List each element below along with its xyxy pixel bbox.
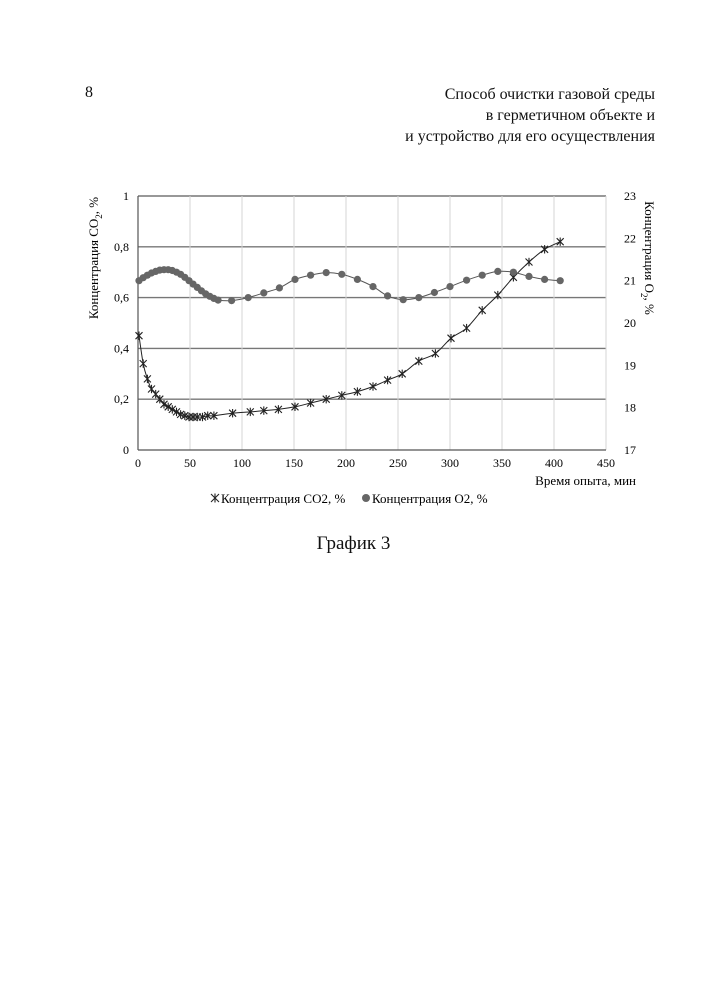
co2-data-point xyxy=(399,370,406,378)
o2-data-point xyxy=(400,296,407,303)
o2-data-point xyxy=(446,283,453,290)
y-left-tick-label: 0,6 xyxy=(114,291,129,305)
o2-data-point xyxy=(494,268,501,275)
co2-data-point xyxy=(354,387,361,395)
co2-data-point xyxy=(479,306,486,314)
co2-data-point xyxy=(494,291,501,299)
y-left-tick-label: 0,8 xyxy=(114,240,129,254)
x-tick-label: 0 xyxy=(135,456,141,470)
co2-data-point xyxy=(463,324,470,332)
o2-data-point xyxy=(276,284,283,291)
y-axis-right-label: Концентрация O2, % xyxy=(639,201,657,315)
o2-data-point xyxy=(557,277,564,284)
o2-data-point xyxy=(479,272,486,279)
x-tick-label: 450 xyxy=(597,456,615,470)
o2-data-point xyxy=(260,289,267,296)
chart-tick-labels: 0 0,2 0,4 0,6 0,8 1 17 18 19 20 21 22 23 0 50 100 150 200… xyxy=(114,189,636,470)
x-tick-label: 400 xyxy=(545,456,563,470)
o2-data-point xyxy=(369,283,376,290)
co2-data-point xyxy=(136,332,143,340)
y-right-tick-label: 22 xyxy=(624,231,636,245)
o2-data-point xyxy=(307,272,314,279)
o2-data-point xyxy=(415,294,422,301)
co2-data-point xyxy=(541,245,548,253)
co2-data-point xyxy=(415,357,422,365)
co2-data-point xyxy=(448,334,455,342)
legend-o2-label: Концентрация O2, % xyxy=(372,491,488,506)
x-tick-label: 100 xyxy=(233,456,251,470)
legend-co2-marker xyxy=(211,494,219,503)
co2-data-point xyxy=(144,375,151,383)
x-axis-label: Время опыта, мин xyxy=(535,473,636,488)
y-left-tick-label: 0 xyxy=(123,443,129,457)
dual-axis-chart: 0 0,2 0,4 0,6 0,8 1 17 18 19 20 21 22 23 0 50 100 150 200… xyxy=(0,0,707,530)
co2-data-point xyxy=(384,376,391,384)
co2-data-point xyxy=(557,238,564,246)
o2-data-point xyxy=(228,297,235,304)
legend-o2-marker xyxy=(362,494,370,502)
x-tick-label: 250 xyxy=(389,456,407,470)
y-left-tick-label: 0,2 xyxy=(114,392,129,406)
figure-caption: График 3 xyxy=(0,533,707,555)
y-right-tick-label: 17 xyxy=(624,443,636,457)
y-left-tick-label: 0,4 xyxy=(114,341,129,355)
x-tick-label: 200 xyxy=(337,456,355,470)
y-left-tick-label: 1 xyxy=(123,189,129,203)
o2-data-point xyxy=(463,277,470,284)
co2-data-point xyxy=(370,382,377,390)
o2-data-point xyxy=(338,271,345,278)
o2-data-point xyxy=(431,289,438,296)
o2-data-point xyxy=(291,276,298,283)
co2-data-point xyxy=(140,359,147,367)
co2-data-point xyxy=(526,258,533,266)
x-tick-label: 50 xyxy=(184,456,196,470)
legend: Концентрация CO2, % Концентрация O2, % xyxy=(211,491,488,506)
y-right-tick-label: 19 xyxy=(624,358,636,372)
co2-data-point xyxy=(338,391,345,399)
o2-data-point xyxy=(541,276,548,283)
o2-data-point xyxy=(245,294,252,301)
co2-data-point xyxy=(432,349,439,357)
o2-data-point xyxy=(510,269,517,276)
x-tick-label: 300 xyxy=(441,456,459,470)
y-right-tick-label: 20 xyxy=(624,316,636,330)
y-right-tick-label: 23 xyxy=(624,189,636,203)
o2-data-point xyxy=(384,292,391,299)
o2-data-point xyxy=(323,269,330,276)
o2-data-point xyxy=(525,273,532,280)
y-axis-left-label: Концентрация CO2, % xyxy=(86,197,104,319)
co2-data-point xyxy=(307,399,314,407)
y-right-tick-label: 21 xyxy=(624,274,636,288)
x-tick-label: 350 xyxy=(493,456,511,470)
legend-co2-label: Концентрация CO2, % xyxy=(221,491,345,506)
y-right-tick-label: 18 xyxy=(624,401,636,415)
o2-data-point xyxy=(354,276,361,283)
x-tick-label: 150 xyxy=(285,456,303,470)
o2-data-point xyxy=(215,297,222,304)
